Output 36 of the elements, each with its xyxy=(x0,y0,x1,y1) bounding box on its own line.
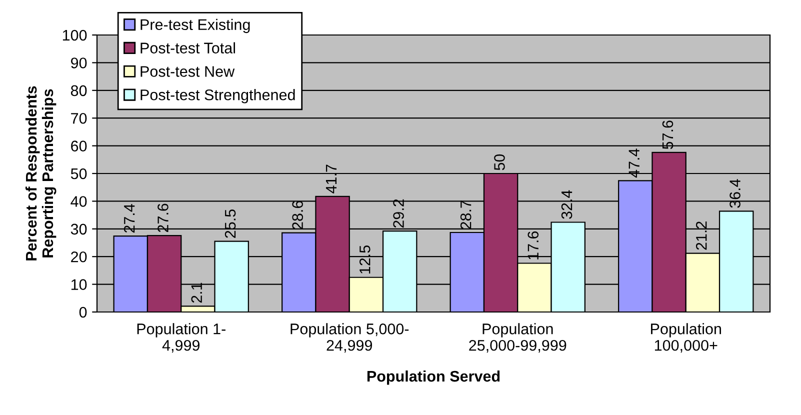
data-label: 50 xyxy=(494,154,505,170)
data-label: 2.1 xyxy=(191,282,202,303)
data-label: 25.5 xyxy=(224,210,236,238)
y-tick-label: 50 xyxy=(70,168,87,180)
legend-label: Pre-test Existing xyxy=(140,18,250,34)
y-tick-label: 20 xyxy=(71,251,87,262)
y-tick-label: 40 xyxy=(70,196,87,207)
y-tick-label: 60 xyxy=(71,140,87,152)
data-label: 29.2 xyxy=(393,199,404,228)
x-tick-label: Population 100,000+ xyxy=(651,323,721,353)
y-tick-label: 10 xyxy=(71,279,87,290)
legend-label: Post-test New xyxy=(140,66,235,77)
data-label: 47.4 xyxy=(628,148,640,178)
data-label: 12.5 xyxy=(359,246,370,274)
x-axis-title: Population Served xyxy=(367,370,500,385)
y-tick-label: 30 xyxy=(70,224,87,235)
y-tick-label: 70 xyxy=(71,112,87,124)
data-label: 57.6 xyxy=(662,120,674,150)
y-axis-title: Percent of Respondents Reporting Partnerships xyxy=(25,86,56,260)
x-tick-label: Population 1-4,999 xyxy=(137,323,226,353)
data-label: 27.4 xyxy=(124,204,135,233)
data-label: 28.7 xyxy=(460,200,472,229)
data-label: 21.2 xyxy=(696,222,707,250)
y-tick-label: 0 xyxy=(79,306,87,318)
data-label: 32.4 xyxy=(561,190,572,219)
legend-label: Post-test Strengthened xyxy=(140,89,295,104)
data-label: 36.4 xyxy=(730,179,740,208)
y-tick-label: 90 xyxy=(71,58,87,68)
x-tick-label: Population 5,000-24,999 xyxy=(290,323,409,353)
data-label: 28.6 xyxy=(292,200,303,230)
y-tick-label: 100 xyxy=(62,30,87,41)
data-label: 41.7 xyxy=(326,164,336,194)
y-tick-label: 80 xyxy=(70,85,87,96)
x-tick-label: Population 25,000-99,999 xyxy=(469,323,566,353)
legend-label: Post-test Total xyxy=(140,42,235,54)
data-label: 27.6 xyxy=(158,204,168,232)
